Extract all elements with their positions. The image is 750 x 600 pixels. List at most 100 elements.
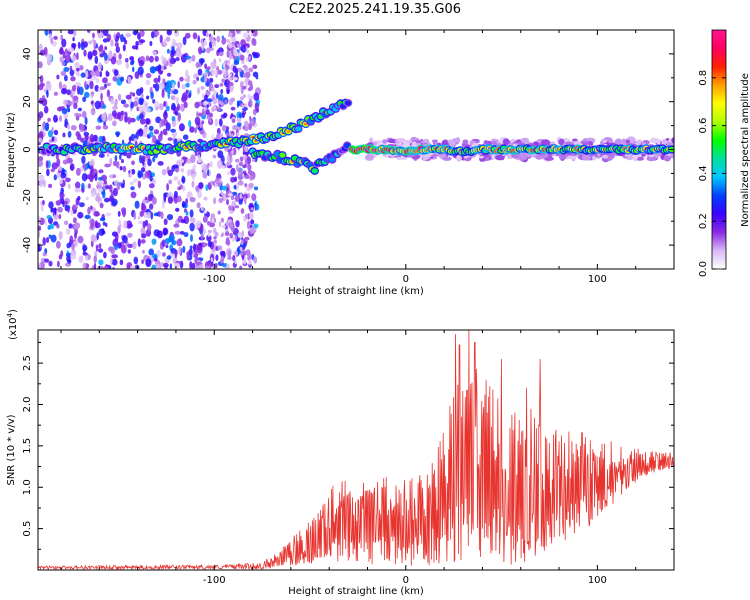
spectrogram-noise-cell — [179, 76, 184, 82]
spectrogram-noise-cell — [155, 106, 159, 111]
spectrogram-noise-cell — [168, 179, 173, 185]
spectrogram-noise-cell — [114, 232, 119, 242]
spectrogram-noise-cell — [228, 42, 233, 49]
spectrogram-noise-cell — [217, 69, 223, 75]
snr-y-scale-prefix: (x10 — [8, 317, 19, 340]
spectrogram-noise-cell — [174, 30, 180, 37]
spectrogram-noise-cell — [221, 165, 226, 169]
spectrogram-noise-cell — [189, 209, 194, 218]
spectrogram-noise-cell — [231, 133, 234, 138]
spectrogram-noise-cell — [161, 239, 166, 247]
spectrogram-noise-cell — [186, 169, 191, 177]
spectrogram-noise-cell — [241, 230, 244, 237]
spectrogram-noise-cell — [121, 207, 127, 214]
spectrogram-noise-cell — [174, 230, 181, 235]
spectrogram-noise-cell — [141, 259, 144, 265]
spectrogram-noise-cell — [45, 83, 52, 92]
spectrogram-noise-cell — [253, 223, 259, 229]
spectrogram-y-tick-label: 20 — [22, 95, 33, 108]
spectrogram-noise-cell — [176, 42, 183, 49]
spectrogram-noise-cell — [67, 259, 72, 264]
spectrogram-noise-cell — [102, 135, 106, 142]
spectrogram-noise-cell — [230, 36, 237, 43]
spectrogram-noise-cell — [92, 134, 98, 142]
spectrogram-band-cell — [632, 153, 638, 160]
spectrogram-noise-cell — [140, 155, 146, 163]
spectrogram-noise-cell — [53, 129, 59, 136]
spectrogram-noise-cell — [144, 196, 148, 201]
spectrogram-noise-cell — [211, 107, 215, 112]
spectrogram-noise-cell — [233, 250, 238, 256]
spectrogram-noise-cell — [59, 115, 62, 122]
spectrogram-noise-cell — [249, 227, 255, 234]
spectrogram-noise-cell — [89, 173, 94, 183]
spectrogram-secondary-tone-cell — [344, 142, 351, 148]
spectrogram-noise-cell — [225, 240, 231, 246]
spectrogram-noise-cell — [206, 164, 209, 170]
spectrogram-noise-cell — [56, 74, 60, 80]
spectrogram-noise-cell — [152, 135, 157, 144]
spectrogram-noise-cell — [202, 242, 208, 247]
spectrogram-main-tone-cell — [344, 100, 352, 106]
spectrogram-noise-cell — [90, 70, 97, 77]
spectrogram-noise-cell — [98, 153, 105, 159]
spectrogram-noise-cell — [191, 262, 196, 269]
spectrogram-noise-cell — [83, 163, 87, 173]
spectrogram-noise-cell — [94, 84, 99, 92]
spectrogram-noise-cell — [201, 42, 205, 51]
spectrogram-noise-cell — [150, 211, 154, 220]
spectrogram-noise-cell — [83, 41, 88, 48]
spectrogram-noise-cell — [207, 233, 211, 237]
spectrogram-noise-cell — [85, 255, 88, 261]
spectrogram-noise-cell — [253, 256, 258, 264]
spectrogram-noise-cell — [145, 79, 151, 86]
spectrogram-noise-cell — [42, 200, 45, 205]
spectrogram-noise-cell — [242, 260, 245, 263]
spectrogram-noise-cell — [109, 195, 115, 202]
spectrogram-noise-cell — [47, 225, 51, 230]
spectrogram-noise-cell — [106, 33, 112, 42]
spectrogram-noise-cell — [132, 178, 139, 183]
colorbar-tick-label: 0.4 — [698, 165, 709, 181]
spectrogram-noise-cell — [42, 252, 47, 257]
spectrogram-noise-cell — [53, 35, 58, 40]
spectrogram-noise-cell — [70, 165, 74, 171]
spectrogram-noise-cell — [183, 232, 189, 238]
spectrogram-noise-cell — [213, 236, 217, 240]
spectrogram-noise-cell — [207, 169, 210, 177]
spectrogram-noise-cell — [166, 214, 174, 221]
spectrogram-band-cell — [462, 139, 469, 145]
spectrogram-noise-cell — [148, 183, 155, 189]
spectrogram-noise-cell — [168, 234, 175, 242]
spectrogram-noise-cell — [217, 210, 221, 215]
spectrogram-noise-cell — [60, 250, 64, 257]
spectrogram-noise-cell — [153, 77, 159, 83]
spectrogram-noise-cell — [63, 67, 70, 72]
spectrogram-noise-cell — [104, 163, 111, 168]
spectrogram-noise-cell — [129, 91, 133, 96]
spectrogram-noise-cell — [85, 184, 88, 189]
spectrogram-noise-cell — [162, 227, 168, 236]
spectrogram-noise-cell — [125, 94, 132, 100]
spectrogram-noise-cell — [236, 67, 243, 73]
spectrogram-noise-cell — [253, 92, 260, 101]
snr-frame — [37, 329, 675, 571]
spectrogram-noise-cell — [252, 71, 259, 78]
spectrogram-noise-cell — [220, 233, 224, 238]
spectrogram-noise-cell — [102, 38, 108, 43]
spectrogram-noise-cell — [47, 130, 53, 138]
spectrogram-noise-cell — [93, 255, 97, 264]
spectrogram-noise-cell — [225, 132, 230, 136]
spectrogram-noise-cell — [205, 184, 209, 191]
spectrogram-noise-cell — [140, 239, 146, 244]
spectrogram-noise-cell — [124, 39, 128, 45]
spectrogram-noise-cell — [210, 257, 213, 263]
spectrogram-noise-cell — [62, 51, 66, 59]
spectrogram-noise-cell — [161, 200, 165, 209]
spectrogram-noise-cell — [105, 212, 112, 217]
spectrogram-noise-cell — [120, 244, 127, 254]
spectrogram-noise-cell — [70, 125, 77, 131]
spectrogram-noise-cell — [54, 207, 57, 216]
spectrogram-noise-cell — [77, 107, 82, 112]
spectrogram-noise-cell — [229, 130, 232, 138]
